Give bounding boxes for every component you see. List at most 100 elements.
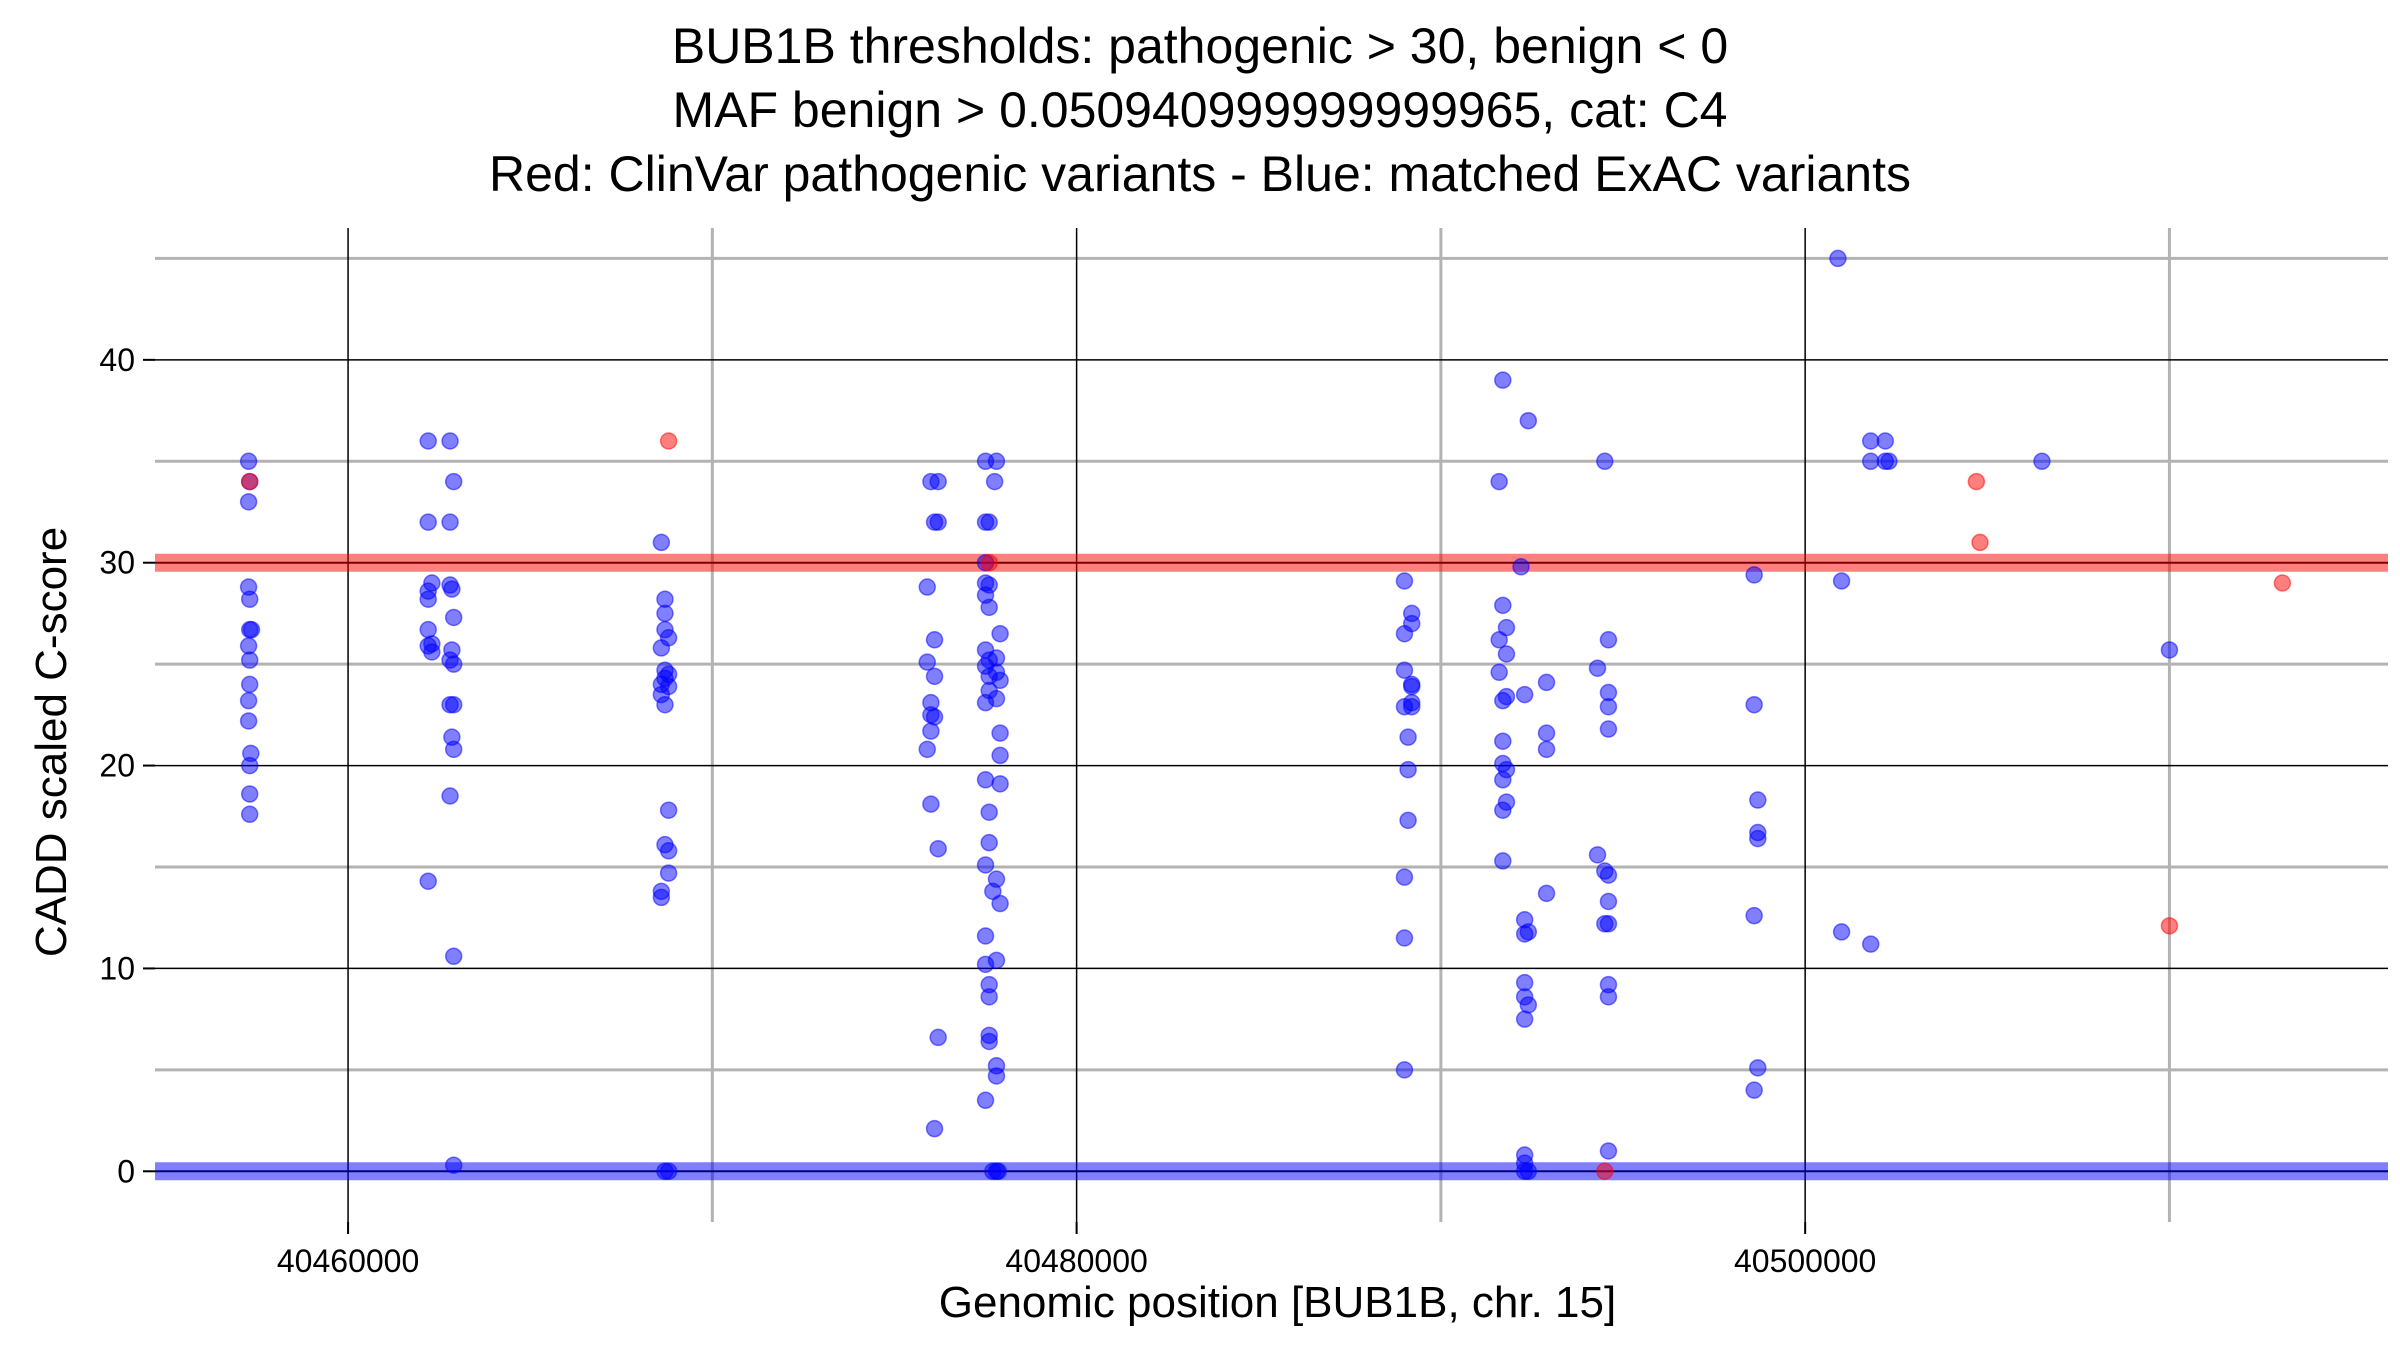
exac-variant-point [659,1162,678,1181]
exac-variant-point [444,608,463,627]
exac-variant-point [1494,691,1512,710]
exac-variant-point [1494,732,1512,750]
exac-variant-point [1861,935,1880,953]
x-tick-label: 40480000 [1005,1243,1147,1279]
clinvar-pathogenic-point [2160,917,2179,935]
exac-variant-point [1490,663,1508,682]
y-tick-label: 10 [99,950,135,986]
exac-variant-point [1599,988,1618,1006]
minor-gridlines [155,228,2388,1222]
exac-variant-point [2160,641,2179,659]
exac-variant-point [1494,801,1512,819]
exac-variant-point [444,740,463,759]
exac-variant-point [444,655,463,673]
exac-variant-point [1494,596,1512,615]
exac-variant-point [1402,697,1421,716]
exac-variant-point [1402,677,1421,696]
exac-variant-point [1395,1061,1414,1079]
exac-variant-point [1599,866,1618,884]
exac-variant-point [976,771,995,789]
exac-variant-point [1395,929,1414,947]
exac-variant-point [1861,452,1880,471]
exac-variant-point [1832,572,1851,590]
exac-variant-point [659,842,678,860]
exac-variant-point [242,620,261,639]
exac-variant-point [918,740,937,759]
exac-variant-point [922,795,940,813]
exac-variant-point [443,580,461,598]
exac-variant-point [652,639,671,657]
exac-variant-point [929,513,947,531]
exac-variant-point [419,637,437,655]
exac-variant-point [659,864,678,882]
exac-variant-point [240,805,259,824]
exac-variant-point [419,590,437,608]
exac-variant-point [239,452,258,471]
exac-variant-point [419,432,437,450]
x-tick-label: 40500000 [1734,1243,1876,1279]
y-tick-label: 40 [99,342,135,378]
exac-variant-point [918,653,937,671]
data-points [239,249,2292,1181]
exac-variant-point [2033,452,2051,471]
exac-variant-point [1537,884,1556,903]
exac-variant-point [441,513,459,531]
exac-variant-point [976,856,995,874]
exac-variant-point [976,927,995,945]
exac-variant-point [1399,760,1417,779]
exac-variant-point [980,598,998,617]
exac-variant-point [1402,614,1421,633]
exac-variant-point [1749,829,1767,848]
exac-variant-point [444,472,463,491]
exac-variant-point [1861,432,1880,450]
exac-variant-point [441,787,459,805]
exac-variant-point [1512,558,1530,576]
exac-variant-point [1588,659,1607,677]
axis-ticks: 40460000 40480000 40500000 0 10 20 30 40 [99,342,1876,1279]
exac-variant-point [1832,923,1851,941]
exac-variant-point [1876,452,1895,471]
exac-variant-point [980,513,998,531]
exac-variant-point [444,947,463,966]
exac-variant-point [444,695,463,714]
exac-variant-point [1395,572,1414,590]
exac-variant-point [652,533,671,552]
exac-variant-point [652,888,671,907]
exac-variant-point [1745,566,1763,584]
exac-variant-point [239,493,258,511]
exac-variant-point [1494,371,1512,389]
exac-variant-point [991,624,1009,643]
exac-variant-point [929,1028,947,1047]
exac-variant-point [991,775,1009,793]
exac-variant-point [1515,685,1534,704]
exac-variant-point [985,472,1004,491]
clinvar-pathogenic-point [1971,533,1989,552]
exac-variant-point [991,724,1009,742]
exac-variant-point [925,667,944,686]
exac-variant-point [922,722,940,740]
exac-variant-point [991,671,1009,690]
exac-variant-point [1596,452,1614,471]
exac-variant-point [1395,661,1414,679]
threshold-lines [155,553,2388,1181]
y-tick-label: 0 [117,1153,135,1189]
exac-variant-point [240,785,259,803]
exac-variant-point [1494,852,1512,870]
exac-variant-point [1829,249,1847,268]
exac-variant-point [925,708,944,726]
exac-variant-point [1494,771,1512,789]
chart-title: BUB1B thresholds: pathogenic > 30, benig… [0,14,2400,206]
exac-variant-point [1599,915,1618,933]
clinvar-pathogenic-point [2273,574,2292,592]
exac-variant-point [240,651,259,669]
exac-variant-point [925,1119,944,1138]
exac-variant-point [419,620,437,639]
x-axis-title: Genomic position [BUB1B, chr. 15] [938,1278,1617,1327]
exac-variant-point [991,894,1009,913]
exac-variant-point [991,746,1009,765]
exac-variant-point [976,1091,995,1110]
exac-variant-point [1395,868,1414,886]
exac-variant-point [980,833,998,852]
exac-variant-point [656,604,674,623]
